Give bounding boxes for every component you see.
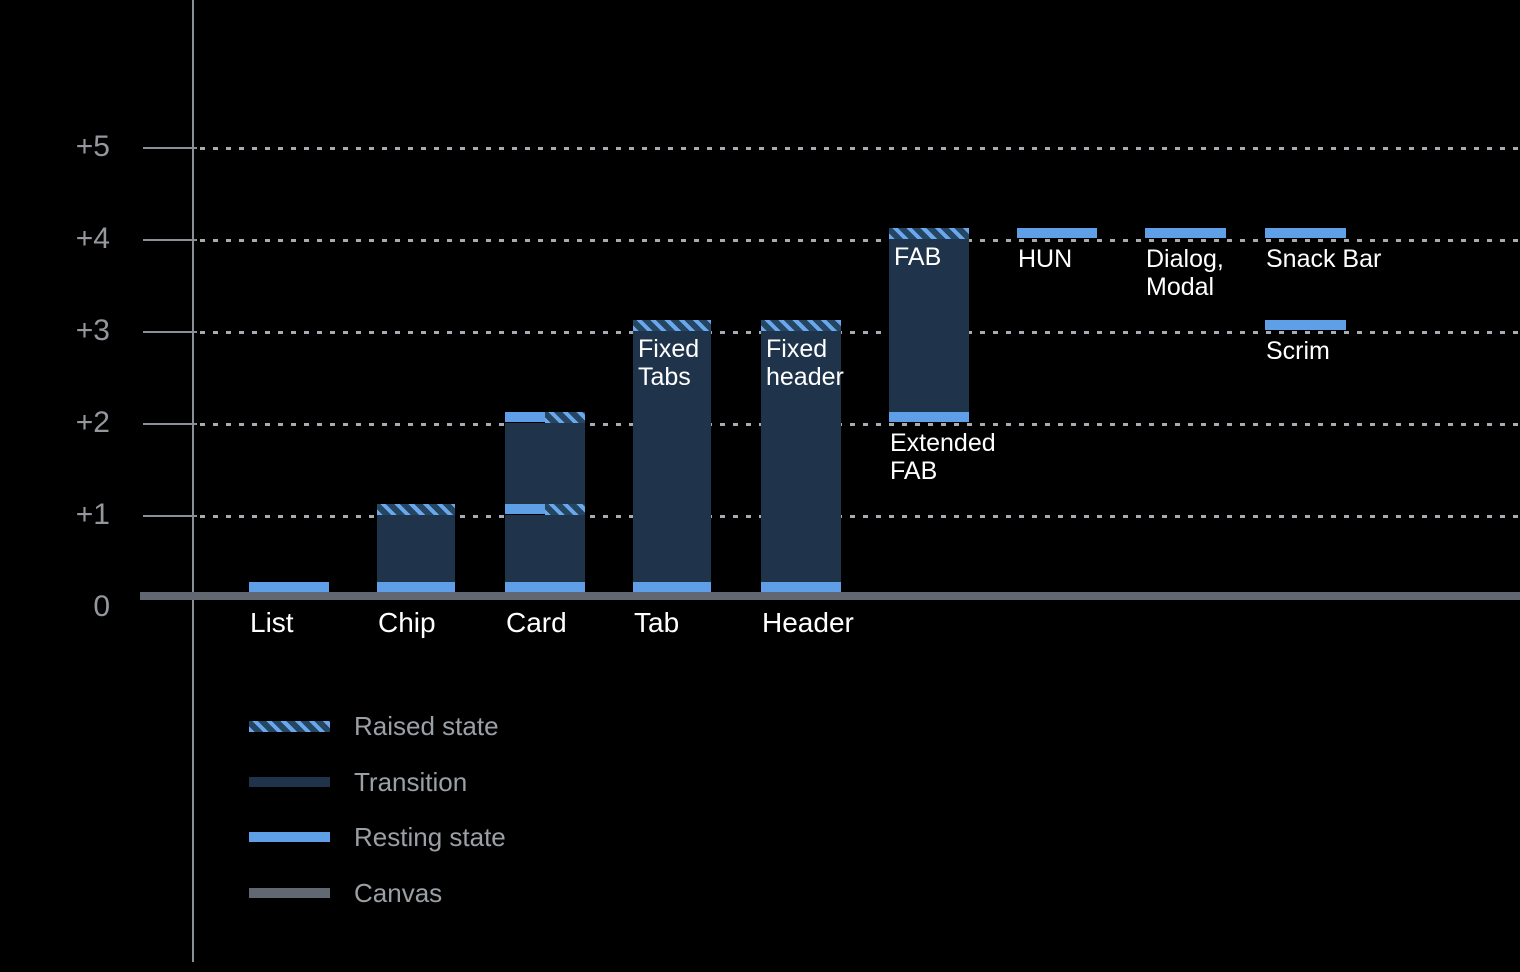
annotation-snackbar: Snack Bar: [1266, 245, 1382, 273]
gridline-+1: [200, 515, 1520, 518]
legend-swatch-canvas-icon: [249, 888, 330, 898]
y-tick-+4: [143, 239, 197, 241]
segment-resting-col7: [1145, 228, 1226, 238]
legend-swatch-transition-icon: [249, 777, 330, 787]
gridline-+3: [200, 331, 1520, 334]
legend-item-raised: Raised state: [249, 710, 499, 742]
segment-raised-half-card: [545, 412, 585, 423]
y-axis-label-0: 0: [93, 590, 110, 623]
legend-swatch-raised-icon: [249, 720, 330, 732]
annotation-fixed-tabs: Fixed Tabs: [638, 335, 700, 391]
y-tick-+2: [143, 423, 197, 425]
legend-swatch-resting-icon: [249, 832, 330, 842]
y-tick-+1: [143, 515, 197, 517]
segment-resting-chip: [377, 582, 455, 592]
segment-raised-tab: [633, 320, 711, 331]
category-label-card: Card: [506, 607, 567, 638]
segment-resting-col5: [889, 412, 969, 422]
annotation-fab: FAB: [894, 243, 942, 271]
legend-label-resting: Resting state: [354, 822, 506, 852]
legend-label-raised: Raised state: [354, 711, 499, 741]
y-axis-label-+2: +2: [75, 406, 110, 439]
segment-transition-card: [505, 423, 585, 504]
category-label-list: List: [250, 607, 294, 638]
y-tick-+5: [143, 147, 197, 149]
segment-resting-col6: [1017, 228, 1097, 238]
segment-transition-card: [505, 515, 585, 582]
gridline-+4: [200, 239, 1520, 242]
segment-raised-chip: [377, 504, 455, 515]
category-label-tab: Tab: [634, 607, 680, 638]
y-axis-label-+1: +1: [75, 498, 110, 531]
annotation-dialog-modal: Dialog, Modal: [1146, 245, 1224, 301]
segment-raised-col5: [889, 228, 969, 239]
segment-resting-header: [761, 582, 841, 592]
segment-raised-half-card: [545, 504, 585, 515]
category-label-header: Header: [762, 607, 854, 638]
y-axis-label-+5: +5: [75, 130, 110, 163]
segment-transition-chip: [377, 515, 455, 582]
segment-resting-list: [249, 582, 329, 592]
annotation-extended-fab: Extended FAB: [890, 429, 996, 485]
segment-raised-header: [761, 320, 841, 331]
y-axis-label-+4: +4: [75, 222, 110, 255]
segment-transition-header: [761, 331, 841, 582]
y-axis-label-+3: +3: [75, 314, 110, 347]
legend-item-canvas: Canvas: [249, 877, 442, 909]
segment-resting-half-card: [505, 412, 545, 422]
category-label-chip: Chip: [378, 607, 436, 638]
y-tick-+3: [143, 331, 197, 333]
y-axis-line: [192, 0, 194, 962]
segment-resting-col8: [1265, 228, 1346, 238]
segment-resting-col8: [1265, 320, 1346, 330]
annotation-fixed-header: Fixed header: [766, 335, 844, 391]
annotation-scrim: Scrim: [1266, 337, 1330, 365]
legend-label-transition: Transition: [354, 767, 468, 797]
segment-resting-card: [505, 582, 585, 592]
legend-item-transition: Transition: [249, 766, 467, 798]
legend-label-canvas: Canvas: [354, 878, 443, 908]
canvas-baseline: [140, 592, 1520, 600]
segment-resting-tab: [633, 582, 711, 592]
gridline-+2: [200, 423, 1520, 426]
segment-transition-col5: [889, 239, 969, 412]
gridline-+5: [200, 147, 1520, 150]
segment-transition-tab: [633, 331, 711, 582]
segment-resting-half-card: [505, 504, 545, 514]
annotation-hun: HUN: [1018, 245, 1073, 273]
legend-item-resting: Resting state: [249, 821, 506, 853]
